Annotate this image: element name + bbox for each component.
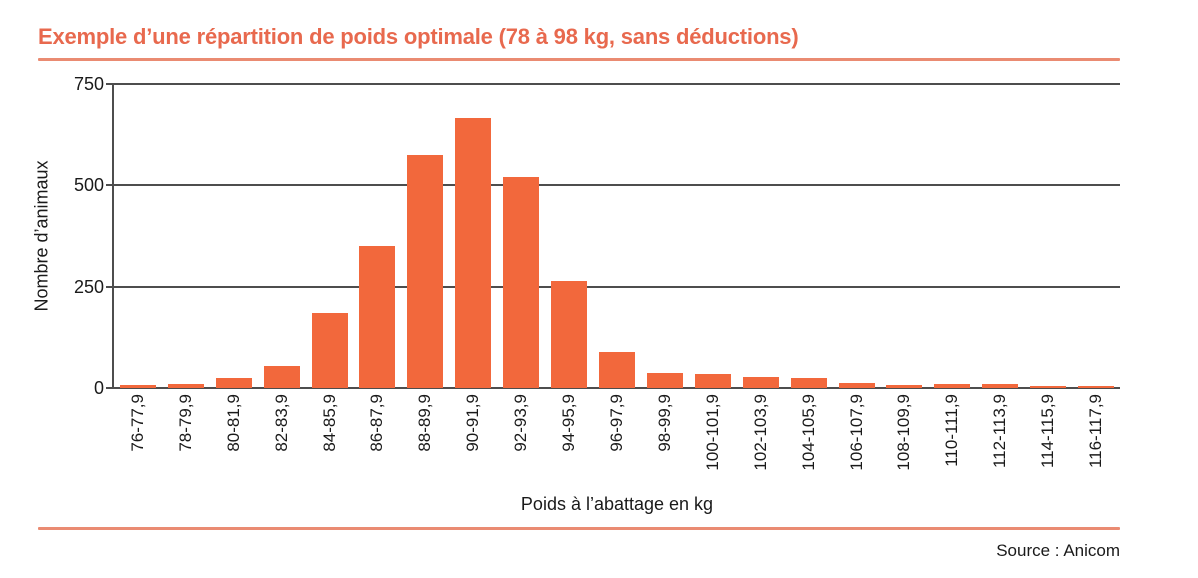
- bar: [263, 365, 300, 388]
- x-tick-label: 76-77,9: [127, 394, 147, 452]
- title-underline: [38, 58, 1120, 61]
- footer-rule: [38, 527, 1120, 530]
- x-tick-label: 84-85,9: [319, 394, 339, 452]
- bar: [646, 372, 683, 388]
- x-tick-label: 82-83,9: [271, 394, 291, 452]
- bar: [551, 280, 588, 388]
- x-tick-label: 100-101,9: [702, 394, 722, 471]
- bar: [167, 383, 204, 388]
- x-tick-label: 96-97,9: [607, 394, 626, 452]
- y-axis-line: [112, 84, 114, 389]
- bar: [982, 383, 1019, 388]
- source-credit: Source : Anicom: [996, 541, 1120, 560]
- bar: [599, 351, 635, 388]
- bar: [694, 373, 731, 388]
- bar: [934, 383, 971, 388]
- x-tick-label: 114-115,9: [1038, 394, 1058, 469]
- x-tick-label: 108-109,9: [894, 394, 914, 471]
- x-tick-label: 90-91,9: [463, 394, 483, 452]
- bar: [455, 118, 492, 388]
- x-tick-label: 104-105,9: [798, 394, 818, 471]
- x-tick-label: 94-95,9: [559, 394, 579, 452]
- y-tick-label: 250: [73, 276, 104, 297]
- x-tick-label: 80-81,9: [223, 394, 243, 452]
- bar: [742, 376, 779, 388]
- x-tick-label: 78-79,9: [175, 394, 195, 452]
- y-tick-label: 750: [73, 74, 104, 94]
- bar: [359, 246, 396, 388]
- x-tick-label: 98-99,9: [654, 394, 674, 452]
- gridline: [106, 184, 1120, 187]
- y-tick-label: 0: [93, 378, 104, 398]
- gridline: [106, 387, 1120, 389]
- gridline: [106, 285, 1120, 288]
- x-tick-label: 110-111,9: [942, 394, 962, 467]
- bar: [1078, 385, 1115, 388]
- bar: [407, 154, 444, 388]
- bar: [1030, 385, 1067, 388]
- chart-title: Exemple d’une répartition de poids optim…: [38, 24, 799, 49]
- y-axis-title: Nombre d’animaux: [31, 160, 52, 312]
- x-axis-title: Poids à l’abattage en kg: [520, 494, 714, 514]
- bar: [119, 384, 156, 388]
- x-tick-label: 86-87,9: [367, 394, 387, 452]
- bar: [215, 377, 252, 388]
- x-tick-label: 92-93,9: [511, 394, 531, 452]
- bar: [503, 177, 540, 388]
- x-tick-label: 88-89,9: [415, 394, 435, 452]
- plot-area: Nombre d’animaux 0 250 500 750 76-77,9 78-79…: [32, 74, 1120, 471]
- x-tick-label: 106-107,9: [846, 394, 866, 471]
- gridline: [106, 83, 1120, 85]
- bar: [886, 384, 923, 388]
- bar: [311, 313, 348, 388]
- y-tick-label: 500: [73, 175, 104, 196]
- bar: [790, 377, 827, 388]
- x-tick-label: 102-103,9: [750, 394, 770, 471]
- bar: [838, 383, 875, 388]
- x-tick-label: 116-117,9: [1086, 394, 1106, 469]
- x-tick-label: 112-113,9: [990, 394, 1010, 469]
